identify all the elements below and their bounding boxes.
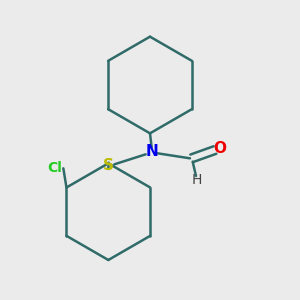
Text: S: S <box>103 158 114 172</box>
Text: Cl: Cl <box>48 161 62 175</box>
Text: O: O <box>214 141 226 156</box>
Text: N: N <box>145 144 158 159</box>
Text: H: H <box>191 173 202 187</box>
